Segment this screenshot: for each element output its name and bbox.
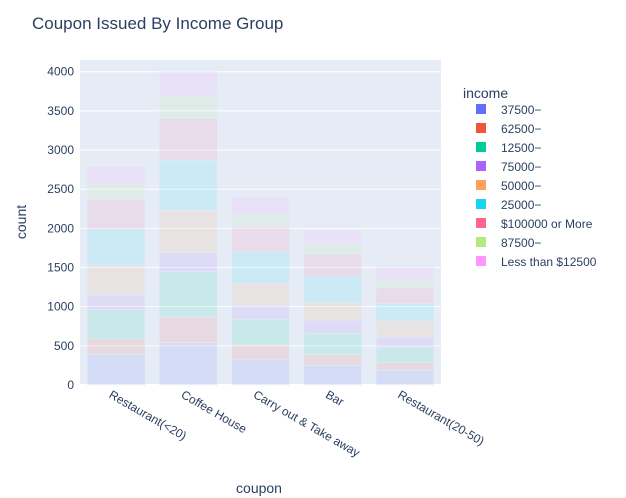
x-tick-label: Carry out & Take away — [251, 387, 362, 459]
bar-segment — [231, 304, 290, 320]
legend-label: $100000 or More — [501, 217, 593, 231]
bars — [86, 71, 435, 386]
bar-segment — [375, 287, 435, 304]
legend-label: 62500− — [501, 122, 541, 136]
legend-label: Less than $12500 — [501, 255, 597, 269]
bar-segment — [159, 159, 218, 211]
bar-segment — [375, 369, 435, 386]
y-axis-title: count — [13, 205, 29, 239]
x-tick-label: Bar — [323, 387, 346, 408]
bar-segment — [231, 226, 290, 253]
legend-swatch — [476, 161, 486, 171]
legend-title: income — [463, 85, 508, 101]
bar-segment — [303, 365, 362, 386]
legend-swatch — [476, 104, 486, 114]
legend-label: 75000− — [501, 160, 541, 174]
bar-segment — [375, 336, 435, 348]
x-tick-label: Restaurant(20-50) — [395, 387, 486, 448]
bar-segment — [231, 196, 290, 214]
bar-segment — [86, 338, 146, 355]
bar-segment — [86, 228, 146, 266]
legend-swatch — [476, 180, 486, 190]
bar-segment — [86, 309, 146, 340]
legend-swatch — [476, 123, 486, 133]
bar-segment — [86, 184, 146, 200]
y-tick-label: 1500 — [47, 261, 74, 275]
bar-segment — [159, 71, 218, 97]
bar-segment — [86, 264, 146, 296]
y-tick-label: 3000 — [47, 143, 74, 157]
bar-segment — [159, 252, 218, 272]
x-axis-ticks: Restaurant(<20)Coffee House Carry out & T… — [107, 387, 487, 459]
legend-swatch — [476, 199, 486, 209]
bar-segment — [375, 303, 435, 322]
bar-segment — [303, 319, 362, 334]
bar-segment — [375, 320, 435, 338]
bar-segment — [86, 294, 146, 311]
bar-segment — [303, 243, 362, 255]
y-tick-label: 0 — [67, 378, 74, 392]
legend-swatch — [476, 237, 486, 247]
legend-label: 12500− — [501, 141, 541, 155]
bar-segment — [375, 267, 435, 280]
bar-segment — [231, 251, 290, 284]
bar-segment — [159, 271, 218, 318]
y-axis-ticks: 0 500 1000 1500 2000 2500 3000 3500 4000 — [47, 65, 74, 392]
bar-segment — [86, 199, 146, 230]
y-tick-label: 2500 — [47, 182, 74, 196]
chart-title: Coupon Issued By Income Group — [32, 14, 283, 33]
bar-segment — [231, 358, 290, 386]
x-tick-label: Restaurant(<20) — [107, 387, 189, 443]
bar-segment — [86, 354, 146, 386]
legend-swatch — [476, 256, 486, 266]
legend-label: 25000− — [501, 198, 541, 212]
bar-segment — [303, 354, 362, 366]
y-tick-label: 1000 — [47, 300, 74, 314]
bar-segment — [231, 213, 290, 228]
bar-segment — [375, 362, 435, 371]
y-tick-label: 3500 — [47, 104, 74, 118]
legend: income 37500− 62500− 12500− 75000− 50000− 250… — [463, 85, 597, 269]
bar-segment — [375, 347, 435, 363]
y-tick-label: 500 — [54, 339, 74, 353]
bar-segment — [303, 230, 362, 245]
y-tick-label: 4000 — [47, 65, 74, 79]
bar-segment — [231, 344, 290, 360]
x-tick-label: Coffee House — [179, 387, 250, 436]
legend-swatch — [476, 218, 486, 228]
bar-segment — [303, 302, 362, 321]
bar-segment — [86, 166, 146, 185]
bar-segment — [231, 282, 290, 306]
bar-segment — [303, 275, 362, 304]
plot-background — [80, 60, 441, 385]
bar-segment — [159, 118, 218, 161]
legend-label: 87500− — [501, 236, 541, 250]
bar-segment — [303, 333, 362, 355]
bar-segment — [375, 279, 435, 289]
bar-segment — [231, 318, 290, 346]
legend-label: 50000− — [501, 179, 541, 193]
legend-label: 37500− — [501, 103, 541, 117]
bar-segment — [303, 253, 362, 277]
bar-segment — [159, 210, 218, 253]
legend-swatch — [476, 142, 486, 152]
y-tick-label: 2000 — [47, 221, 74, 235]
x-axis-title: coupon — [236, 480, 282, 496]
bar-segment — [159, 95, 218, 119]
bar-segment — [159, 342, 218, 386]
bar-segment — [159, 316, 218, 343]
